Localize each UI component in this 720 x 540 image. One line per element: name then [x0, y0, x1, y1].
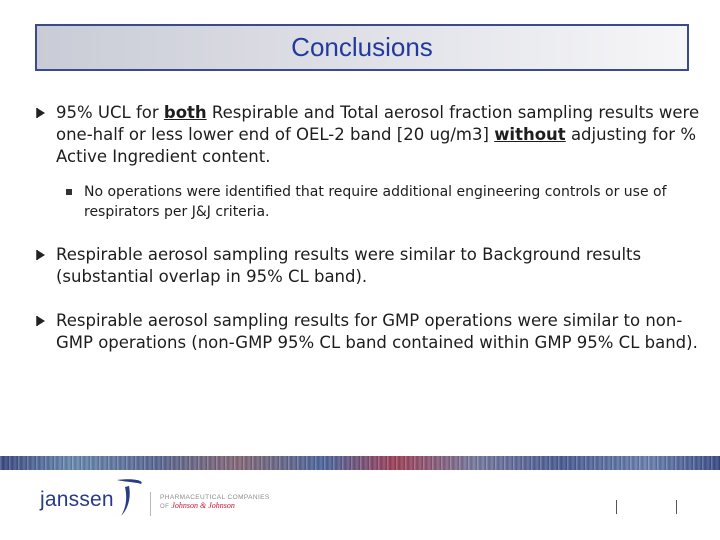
janssen-logo: janssen	[40, 479, 142, 516]
arrow-bullet-icon	[36, 108, 45, 118]
logo-text: janssen	[40, 488, 114, 511]
jj-logo-text: Johnson & Johnson	[171, 501, 235, 510]
bullet-1-text-after: adjusting for % Active Ingredient conten…	[56, 125, 697, 166]
slide-title: Conclusions	[291, 32, 433, 62]
bullet-1-text-before: 95% UCL for	[56, 103, 164, 122]
arrow-bullet-icon	[36, 250, 45, 260]
square-bullet-icon	[66, 189, 72, 195]
bullet-1: 95% UCL for both Respirable and Total ae…	[30, 102, 700, 168]
bullet-1-bold-both: both	[163, 103, 207, 122]
arrow-bullet-icon	[36, 316, 45, 326]
sub-bullet-1-text: No operations were identified that requi…	[84, 184, 667, 220]
bullet-3-text: Respirable aerosol sampling results for …	[56, 311, 698, 352]
slide-body: 95% UCL for both Respirable and Total ae…	[30, 102, 700, 354]
footer-tick-left	[616, 500, 617, 514]
bullet-1-bold-without: without	[494, 125, 566, 144]
of-text: OF	[160, 504, 170, 510]
decorative-band	[0, 456, 720, 470]
bullet-1-text-middle: Respirable and Total aerosol fraction sa…	[56, 103, 700, 144]
pharma-line: PHARMACEUTICAL COMPANIES	[160, 494, 270, 501]
bullet-2-text: Respirable aerosol sampling results were…	[56, 245, 642, 286]
janssen-swoosh-icon	[117, 479, 142, 516]
title-box: Conclusions	[35, 24, 689, 71]
footer-tick-right	[676, 500, 677, 514]
bullet-2: Respirable aerosol sampling results were…	[30, 244, 700, 288]
sub-bullet-1: No operations were identified that requi…	[64, 182, 700, 222]
pharma-companies-text: PHARMACEUTICAL COMPANIES OF Johnson & Jo…	[160, 494, 270, 511]
footer-divider	[150, 492, 151, 516]
bullet-3: Respirable aerosol sampling results for …	[30, 310, 700, 354]
